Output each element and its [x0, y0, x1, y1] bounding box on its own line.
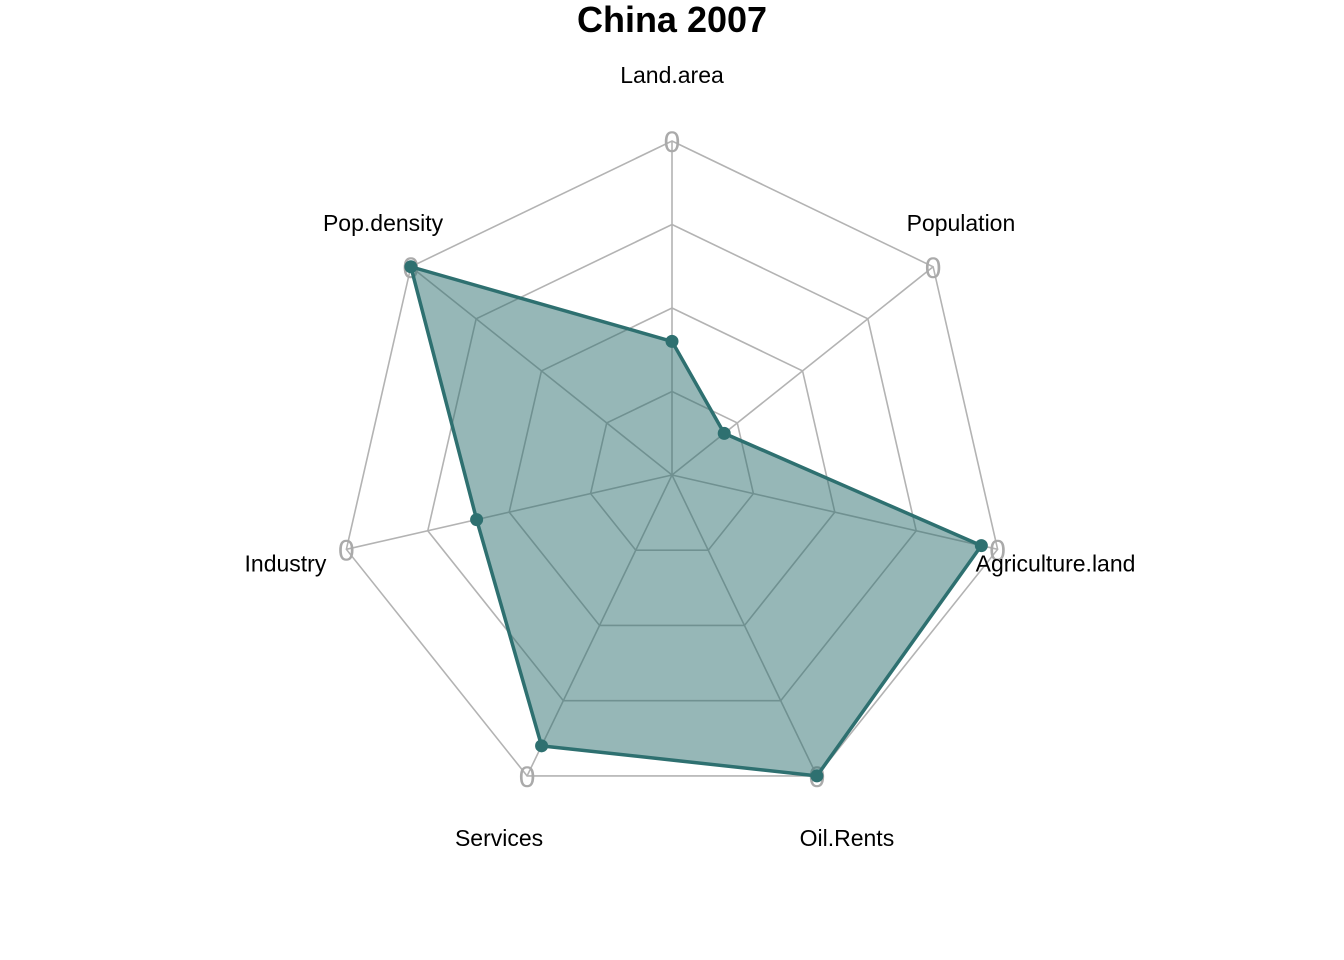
- series-area-0: [409, 265, 984, 778]
- tick-label-industry: 0: [338, 534, 355, 567]
- axis-label-land-area: Land.area: [620, 62, 724, 88]
- axis-labels: Land.area Population Agriculture.land Oil.R…: [245, 62, 1136, 851]
- axis-label-agriculture-land: Agriculture.land: [976, 550, 1136, 576]
- axis-label-population: Population: [907, 210, 1016, 236]
- data-point-agriculture-land: [974, 539, 988, 553]
- data-point-oil-rents: [810, 769, 824, 783]
- data-point-pop-density: [404, 260, 418, 274]
- tick-label-land-area: 0: [664, 126, 681, 159]
- axis-label-pop-density: Pop.density: [323, 210, 444, 236]
- axis-label-oil-rents: Oil.Rents: [800, 825, 895, 851]
- tick-label-agriculture-land: 0: [989, 534, 1006, 567]
- axis-label-industry: Industry: [245, 550, 327, 576]
- data-point-services: [535, 739, 549, 753]
- data-point-population: [717, 426, 731, 440]
- data-point-industry: [470, 513, 484, 527]
- chart-title: China 2007: [577, 0, 767, 40]
- tick-label-services: 0: [519, 761, 536, 794]
- radar-series: [404, 260, 988, 783]
- tick-label-population: 0: [925, 252, 942, 285]
- data-point-land-area: [665, 334, 679, 348]
- grid-ring-4: [345, 140, 999, 777]
- axis-label-services: Services: [455, 825, 543, 851]
